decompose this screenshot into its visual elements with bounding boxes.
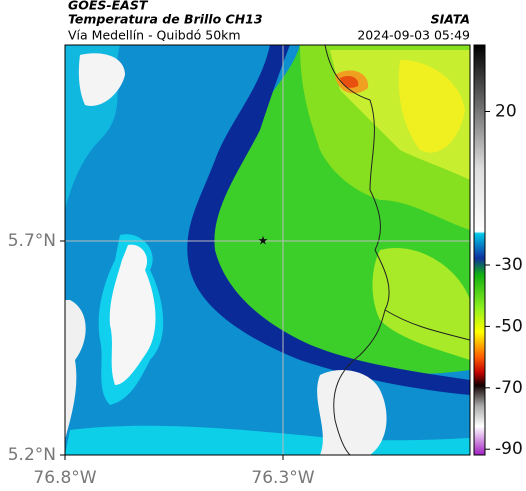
city-marker: ★ (258, 234, 269, 248)
lat-label: 5.2°N (8, 445, 56, 465)
colorbar-ticks: 20 -30 -50 -70 -90 (485, 102, 523, 459)
title: Temperatura de Brillo CH13 (68, 12, 263, 27)
map-image: ★ (65, 45, 470, 455)
colorbar-label: -70 (495, 378, 523, 398)
colorbar (473, 44, 486, 456)
lon-label: 76.8°W (33, 468, 96, 488)
colorbar-label: 20 (495, 102, 517, 122)
timestamp: 2024-09-03 05:49 (357, 28, 470, 43)
lon-label: 76.3°W (251, 468, 314, 488)
colorbar-label: -90 (495, 439, 523, 459)
lat-label: 5.7°N (8, 231, 56, 251)
colorbar-label: -50 (495, 316, 523, 336)
subtitle: Vía Medellín - Quibdó 50km (68, 28, 241, 43)
org: SIATA (431, 12, 470, 27)
colorbar-label: -30 (495, 255, 523, 275)
map-frame (64, 44, 471, 456)
source: GOES-EAST (68, 0, 149, 13)
